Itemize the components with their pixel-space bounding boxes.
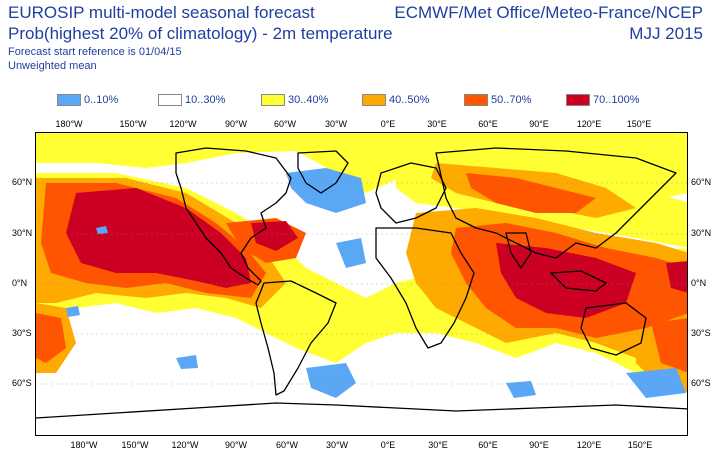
lon-label: 120°W xyxy=(171,440,199,450)
legend-swatch xyxy=(158,94,182,106)
lon-label: 120°E xyxy=(576,119,602,129)
legend-swatch xyxy=(261,94,285,106)
lon-label: 0°E xyxy=(380,119,396,129)
legend-label: 40..50% xyxy=(389,94,430,106)
legend-item: 70..100% xyxy=(566,93,639,107)
lon-label: 60°E xyxy=(478,440,498,450)
legend-swatch xyxy=(464,94,488,106)
coastline-australia xyxy=(580,302,647,356)
centres-label: ECMWF/Met Office/Meteo-France/NCEP xyxy=(394,3,703,22)
lon-label: 60°E xyxy=(478,119,498,129)
lat-label: 0°N xyxy=(691,278,707,288)
legend-label: 10..30% xyxy=(185,94,226,106)
lat-label: 0°N xyxy=(12,278,28,288)
lon-label: 60°W xyxy=(273,119,297,129)
lon-label: 30°E xyxy=(428,440,448,450)
legend: 0..10% 10..30% 30..40% 40..50% 50..70% 7… xyxy=(0,93,723,109)
lon-label: 180°W xyxy=(70,440,98,450)
graticule xyxy=(36,182,687,385)
coastline-south-america xyxy=(255,280,337,396)
coastline-indonesia xyxy=(550,270,607,292)
prob-area-30-40 xyxy=(36,133,687,203)
lat-label: 60°S xyxy=(691,378,711,388)
coastline-north-america xyxy=(175,147,292,286)
prob-area-0-10 xyxy=(176,355,198,369)
lat-label: 60°S xyxy=(12,378,32,388)
lon-label: 120°E xyxy=(576,440,602,450)
prob-area-70-100 xyxy=(666,261,687,293)
prob-area-0-10 xyxy=(286,168,366,213)
lat-label: 30°S xyxy=(12,328,32,338)
coastline-europe xyxy=(375,162,447,224)
legend-item: 30..40% xyxy=(261,93,328,107)
lat-label: 60°N xyxy=(12,177,33,187)
lon-label: 90°E xyxy=(529,119,549,129)
prob-area-0-10 xyxy=(626,368,686,398)
coastline-asia xyxy=(435,147,677,259)
coastline-africa xyxy=(375,227,475,349)
lon-label: 0°E xyxy=(380,440,396,450)
prob-area-50-70 xyxy=(651,318,687,373)
legend-label: 70..100% xyxy=(593,94,640,106)
prob-area-0-10 xyxy=(306,363,356,398)
lon-label: 120°W xyxy=(169,119,197,129)
lon-label: 90°W xyxy=(224,440,248,450)
legend-label: 50..70% xyxy=(491,94,532,106)
legend-item: 0..10% xyxy=(57,93,118,107)
mean-type: Unweighted mean xyxy=(8,60,97,72)
lon-label: 150°W xyxy=(121,440,149,450)
coastlines xyxy=(36,147,687,419)
prob-area-0-10 xyxy=(96,226,108,234)
prob-area-50-70 xyxy=(36,313,66,363)
lon-label: 90°E xyxy=(529,440,549,450)
lat-label: 30°N xyxy=(691,228,712,238)
lon-label: 180°W xyxy=(55,119,83,129)
coastline-antarctica xyxy=(36,402,687,419)
period-label: MJJ 2015 xyxy=(629,24,703,43)
legend-item: 40..50% xyxy=(362,93,429,107)
prob-area-70-100 xyxy=(251,221,298,251)
lat-label: 60°N xyxy=(691,177,712,187)
prob-area-70-100 xyxy=(66,188,251,288)
legend-item: 50..70% xyxy=(464,93,531,107)
lon-label: 30°W xyxy=(325,440,349,450)
coastline-india xyxy=(505,232,532,269)
lon-label: 150°E xyxy=(627,440,653,450)
legend-swatch xyxy=(57,94,81,106)
lon-label: 150°E xyxy=(626,119,652,129)
lon-label: 30°E xyxy=(427,119,447,129)
lat-label: 30°N xyxy=(12,228,33,238)
lat-label: 30°S xyxy=(691,328,711,338)
legend-label: 30..40% xyxy=(288,94,329,106)
probability-map xyxy=(35,132,688,436)
prob-area-50-70 xyxy=(466,173,596,213)
lon-label: 60°W xyxy=(275,440,299,450)
coastline-greenland xyxy=(297,150,349,194)
map-title: EUROSIP multi-model seasonal forecast xyxy=(8,3,315,22)
forecast-reference: Forecast start reference is 01/04/15 xyxy=(8,46,182,58)
probability-map-canvas xyxy=(36,133,687,435)
prob-area-70-100 xyxy=(496,243,636,318)
lon-label: 150°W xyxy=(119,119,147,129)
legend-item: 10..30% xyxy=(158,93,225,107)
legend-swatch xyxy=(362,94,386,106)
prob-area-0-10 xyxy=(66,306,80,317)
legend-label: 0..10% xyxy=(84,94,119,106)
legend-swatch xyxy=(566,94,590,106)
lon-label: 90°W xyxy=(224,119,248,129)
lon-label: 30°W xyxy=(324,119,348,129)
prob-area-0-10 xyxy=(506,381,536,398)
prob-area-0-10 xyxy=(336,238,366,268)
map-subtitle: Prob(highest 20% of climatology) - 2m te… xyxy=(8,24,393,43)
